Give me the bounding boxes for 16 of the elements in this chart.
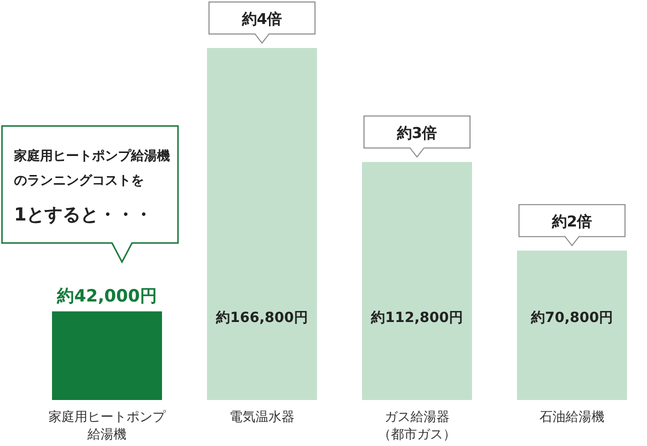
- text: 家庭用ヒートポンプ給湯機のランニングコストを 1とすると・・・: [14, 149, 170, 226]
- bar: [52, 311, 162, 400]
- x-tick-label: 石油給湯機: [540, 410, 604, 425]
- annotation: 約2倍: [550, 212, 592, 231]
- data-label: 約42,000円: [56, 286, 157, 306]
- bar: [517, 250, 627, 400]
- x-tick-label: 電気温水器: [230, 410, 294, 425]
- data-label: 約112,800円: [370, 310, 463, 326]
- bar: [207, 48, 317, 400]
- data-label: 約70,800円: [530, 310, 614, 326]
- annotation: 約4倍: [240, 10, 282, 28]
- bar: [362, 162, 472, 400]
- x-tick-label: ガス給湯器（都市ガス）: [378, 410, 456, 443]
- x-tick-label: 家庭用ヒートポンプ給湯機: [48, 409, 166, 443]
- data-label: 約166,800円: [215, 310, 308, 326]
- annotation: 約3倍: [396, 124, 438, 142]
